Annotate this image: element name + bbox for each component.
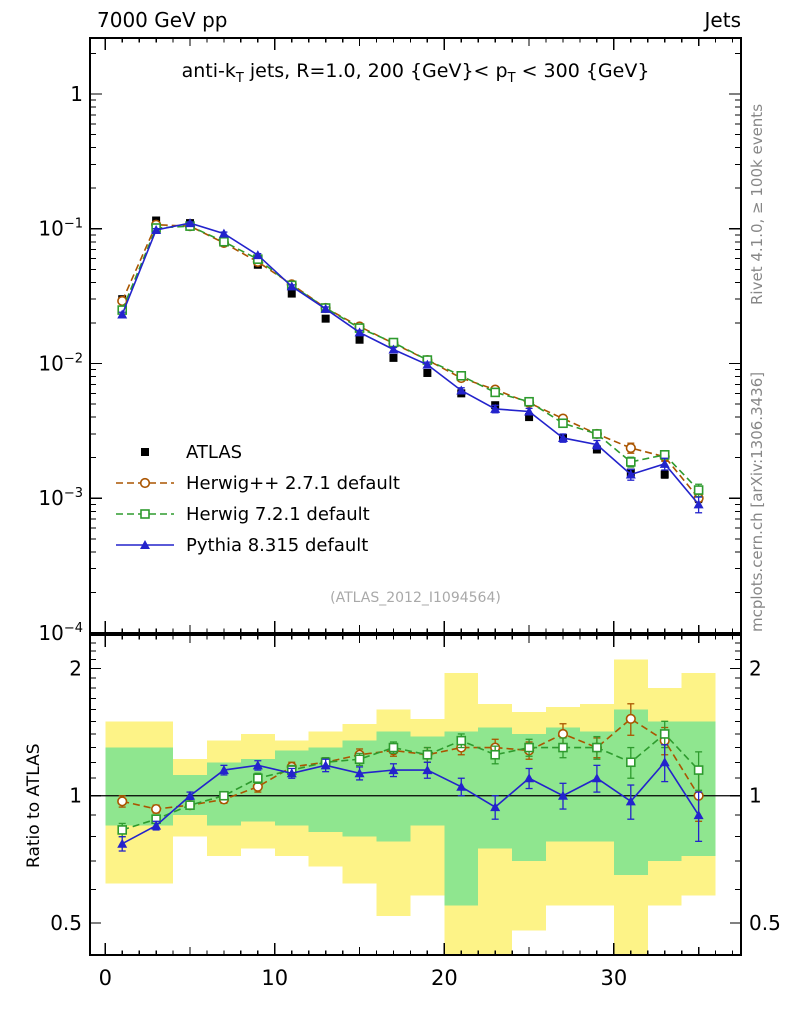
ratio-axis-title: Ratio to ATLAS <box>24 743 44 869</box>
ratio-uncertainty-bands <box>105 659 716 955</box>
ratio-series <box>117 720 704 838</box>
main-series <box>117 218 704 514</box>
svg-text:Pythia 8.315 default: Pythia 8.315 default <box>186 535 368 556</box>
svg-text:2: 2 <box>69 656 82 680</box>
plot-title: anti-kT jets, R=1.0, 200 {GeV}< pT < 300… <box>182 60 650 86</box>
analysis-label: Jets <box>704 8 741 32</box>
ratio-axes: 0 10 20 30 0.5 0.5 1 1 2 2 <box>50 634 781 990</box>
svg-text:1: 1 <box>69 784 82 808</box>
svg-text:Herwig++ 2.7.1 default: Herwig++ 2.7.1 default <box>186 473 400 494</box>
svg-text:anti-kT jets, R=1.0, 200 {GeV}: anti-kT jets, R=1.0, 200 {GeV}< pT < 300… <box>182 60 650 86</box>
mcplots-reference-label: mcplots.cern.ch [arXiv:1306.3436] <box>748 371 766 632</box>
rivet-version-label: Rivet 4.1.0, ≥ 100k events <box>748 103 766 305</box>
svg-text:10: 10 <box>261 966 288 990</box>
svg-text:10−1: 10−1 <box>38 217 83 241</box>
svg-text:2: 2 <box>749 656 762 680</box>
svg-text:10−3: 10−3 <box>38 486 83 510</box>
svg-text:30: 30 <box>600 966 627 990</box>
ratio-series <box>117 744 704 852</box>
svg-text:ATLAS: ATLAS <box>186 442 242 463</box>
svg-text:20: 20 <box>431 966 458 990</box>
legend: ATLAS Herwig++ 2.7.1 default Herwig 7.2.1 … <box>116 442 400 556</box>
main-axes: 1 10−1 10−2 10−3 10−4 <box>38 37 742 645</box>
svg-text:1: 1 <box>70 82 83 106</box>
svg-text:0.5: 0.5 <box>749 911 781 935</box>
svg-text:10−2: 10−2 <box>38 351 83 375</box>
svg-text:0: 0 <box>99 966 112 990</box>
main-series <box>117 219 704 508</box>
analysis-id-watermark: (ATLAS_2012_I1094564) <box>330 590 501 606</box>
svg-text:0.5: 0.5 <box>50 911 82 935</box>
svg-text:1: 1 <box>749 784 762 808</box>
beam-energy-label: 7000 GeV pp <box>97 8 228 32</box>
svg-text:10−4: 10−4 <box>38 621 83 645</box>
svg-text:Herwig 7.2.1 default: Herwig 7.2.1 default <box>186 504 370 525</box>
